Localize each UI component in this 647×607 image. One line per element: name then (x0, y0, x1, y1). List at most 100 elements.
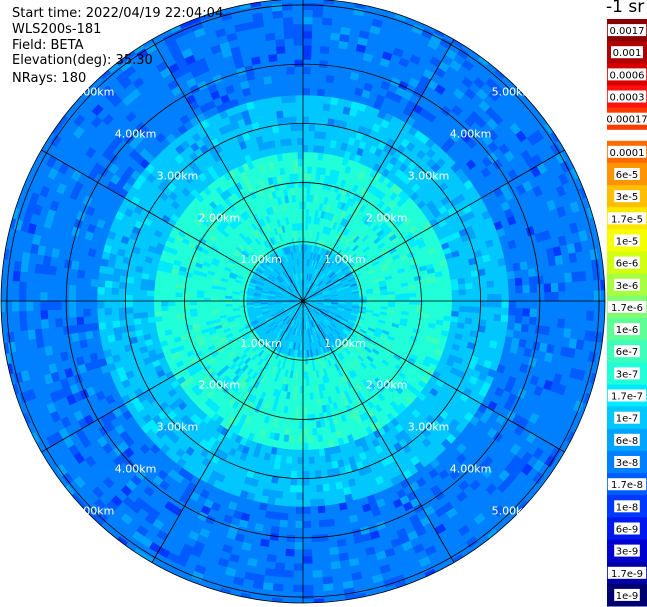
heatmap-cell (302, 371, 307, 380)
heatmap-cell (132, 282, 141, 290)
heatmap-cell (401, 293, 410, 298)
heatmap-cell (111, 313, 120, 322)
heatmap-cell (308, 123, 316, 132)
heatmap-cell (295, 201, 301, 210)
heatmap-cell (473, 294, 481, 302)
heatmap-cell (292, 435, 299, 444)
heatmap-cell (302, 385, 307, 394)
heatmap-cell (299, 215, 304, 224)
heatmap-cell (472, 306, 481, 314)
heatmap-cell (289, 108, 297, 118)
heatmap-cell (387, 300, 396, 305)
heatmap-cell (280, 145, 288, 154)
heatmap-cell (444, 300, 453, 307)
heatmap-cell (292, 151, 299, 160)
heatmap-cell (484, 267, 494, 276)
heatmap-cell (298, 414, 304, 423)
heatmap-cell (319, 462, 328, 471)
heatmap-cell (153, 295, 162, 302)
heatmap-cell (167, 305, 176, 311)
heatmap-cell (284, 470, 292, 479)
heatmap-cell (299, 385, 304, 394)
heatmap-cell (387, 294, 396, 299)
heatmap-cell (181, 304, 190, 310)
heatmap-cell (302, 378, 307, 387)
heatmap-cell (318, 448, 326, 457)
heatmap-cell (289, 173, 295, 182)
heatmap-cell (491, 266, 501, 275)
heatmap-cell (293, 172, 300, 181)
heatmap-cell (308, 470, 316, 479)
heatmap-cell (472, 288, 481, 296)
heatmap-cell (429, 286, 439, 293)
heatmap-cell (153, 300, 162, 307)
heatmap-cell (277, 123, 286, 133)
heatmap-cell (308, 116, 317, 125)
heatmap-cell (444, 305, 453, 312)
heatmap-cell (423, 291, 432, 298)
heatmap-cell (297, 449, 304, 458)
heatmap-cell (132, 294, 141, 302)
heatmap-cell (437, 305, 446, 312)
heatmap-cell (125, 318, 135, 327)
heatmap-cell (174, 296, 183, 302)
heatmap-cell (196, 296, 204, 302)
heatmap-cell (437, 300, 446, 307)
heatmap-cell (294, 179, 300, 188)
heatmap-cell (451, 284, 460, 291)
heatmap-cell (132, 288, 141, 296)
heatmap-cell (302, 428, 309, 437)
heatmap-cell (302, 151, 309, 160)
heatmap-cell (306, 406, 312, 415)
heatmap-cell (472, 312, 481, 320)
heatmap-cell (160, 295, 169, 302)
heatmap-cell (118, 319, 128, 328)
heatmap-cell (430, 295, 439, 302)
heatmap-cell (282, 109, 291, 118)
heatmap-cell (494, 286, 503, 295)
heatmap-cell (167, 300, 176, 307)
heatmap-cell (295, 108, 304, 117)
heatmap-cell (118, 313, 127, 321)
heatmap-cell (387, 297, 396, 302)
heatmap-cell (302, 115, 310, 124)
heatmap-cell (302, 414, 308, 423)
heatmap-cell (465, 312, 474, 320)
heatmap-cell (174, 304, 183, 311)
heatmap-cell (290, 463, 298, 472)
heatmap-cell (309, 484, 317, 494)
heatmap-cell (416, 292, 425, 298)
heatmap-cell (278, 131, 287, 140)
heatmap-cell (296, 137, 304, 146)
heatmap-cell (458, 289, 467, 296)
heatmap-cell (307, 144, 315, 153)
heatmap-cell (298, 407, 304, 416)
heatmap-cell (458, 294, 467, 302)
heatmap-cell (493, 314, 502, 323)
heatmap-cell (299, 208, 304, 217)
heatmap-cell (293, 165, 299, 174)
heatmap-cell (302, 186, 308, 195)
heatmap-cell (167, 295, 176, 302)
heatmap-cell (487, 293, 496, 302)
heatmap-cell (465, 306, 474, 314)
heatmap-cell (299, 222, 304, 231)
heatmap-cell (492, 320, 502, 330)
heatmap-cell (153, 305, 162, 312)
heatmap-cell (313, 449, 320, 458)
heatmap-cell (282, 484, 291, 493)
heatmap-cell (416, 296, 425, 302)
heatmap-cell (288, 492, 297, 501)
heatmap-cell (312, 434, 319, 444)
heatmap-cell (451, 289, 460, 297)
heatmap-cell (110, 307, 120, 315)
heatmap-cell (111, 319, 121, 329)
heatmap-cell (112, 326, 122, 335)
heatmap-cell (302, 137, 310, 146)
heatmap-cell (290, 123, 298, 132)
heatmap-cell (125, 288, 134, 296)
heatmap-cell (472, 282, 481, 290)
heatmap-cell (437, 290, 446, 297)
heatmap-cell (302, 456, 310, 465)
heatmap-cell (297, 428, 304, 437)
